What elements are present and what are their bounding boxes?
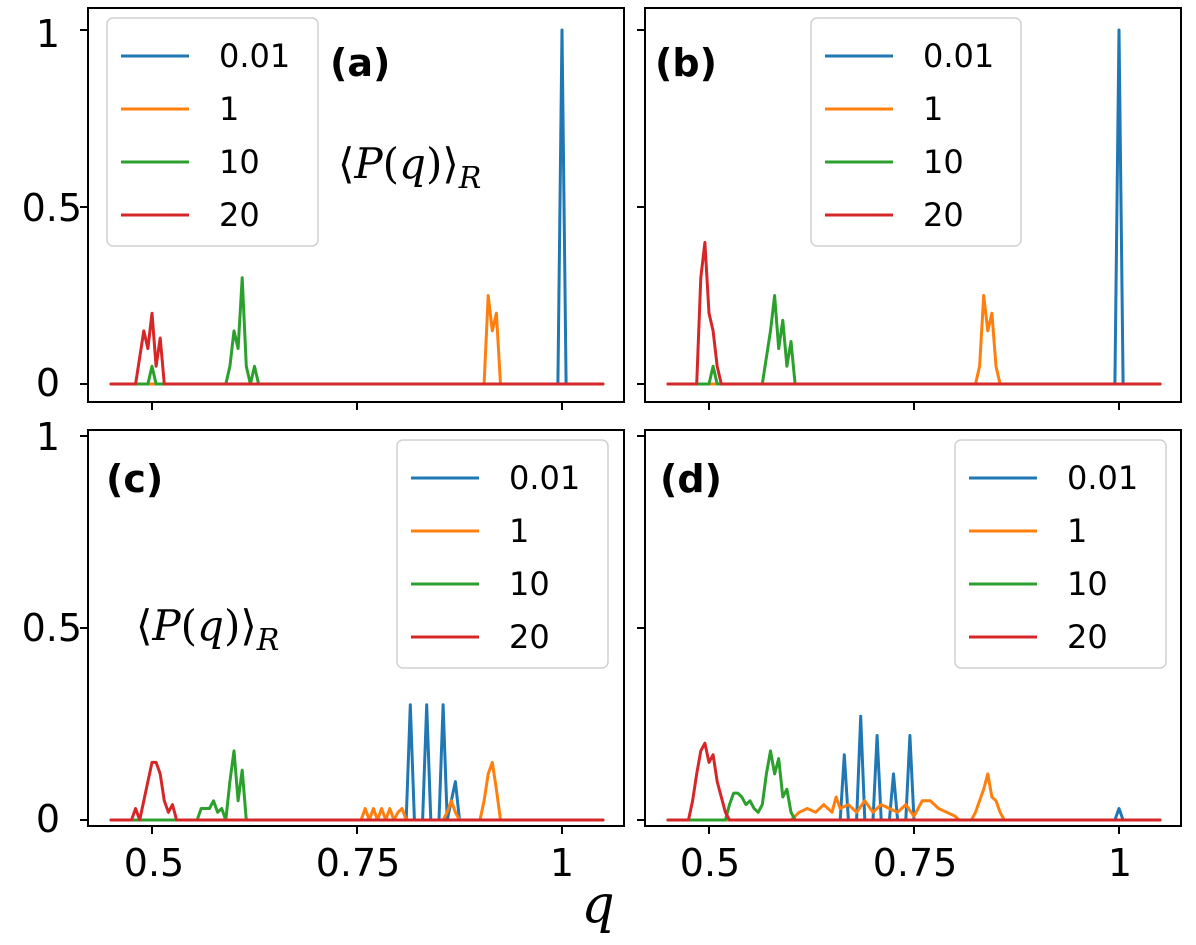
x-tick-label-0.75-left: 0.75 [316, 841, 401, 885]
x-tick-label-0.75-right: 0.75 [873, 841, 958, 885]
series-line-1 [666, 772, 1162, 822]
legend-box [106, 17, 319, 247]
panel-c: 0.01 1 10 20 (c) ⟨P(q)⟩R [80, 429, 625, 834]
x-tick-label-1-left: 1 [550, 841, 574, 885]
y-tick-label-0-bottom: 0 [36, 797, 60, 841]
legend-label-20: 20 [219, 196, 260, 234]
legend-label-0.01: 0.01 [509, 459, 580, 497]
legend-label-0.01: 0.01 [1067, 459, 1138, 497]
x-tick-label-1-right: 1 [1108, 841, 1132, 885]
panel-a: 0.01 1 10 20 (a) ⟨P(q)⟩R [80, 7, 625, 410]
y-tick-label-1-bottom: 1 [36, 415, 60, 459]
legend-label-10: 10 [509, 565, 550, 603]
x-tick-label-0.5-left: 0.5 [124, 841, 184, 885]
legend-label-0.01: 0.01 [219, 37, 290, 75]
series-line-20 [666, 240, 1162, 386]
legend-label-1: 1 [219, 90, 239, 128]
legend-label-20: 20 [1067, 618, 1108, 656]
legend-label-1: 1 [509, 512, 529, 550]
series-line-10 [109, 276, 605, 386]
series-line-10 [109, 749, 605, 822]
series-line-20 [109, 760, 605, 822]
legend-box [810, 17, 1022, 247]
panel-label: (b) [655, 41, 717, 85]
legend-box [396, 439, 609, 669]
legend-label-0.01: 0.01 [923, 37, 994, 75]
series-line-1 [666, 294, 1162, 386]
series-line-1 [109, 294, 605, 386]
annotation-mean-pq: ⟨P(q)⟩R [338, 139, 481, 196]
series-line-0.01 [666, 714, 1162, 822]
series-line-20 [109, 311, 605, 386]
series-line-10 [666, 749, 1162, 822]
legend-label-10: 10 [219, 143, 260, 181]
y-tick-label-0.5-bottom: 0.5 [22, 606, 82, 650]
panel-b: 0.01 1 10 20 (b) [637, 7, 1182, 410]
series-line-20 [666, 741, 1162, 822]
legend-label-1: 1 [923, 90, 943, 128]
legend-label-20: 20 [509, 618, 550, 656]
panel-label: (c) [106, 457, 163, 501]
legend-box [954, 439, 1167, 669]
legend-label-10: 10 [923, 143, 964, 181]
legend-label-20: 20 [923, 196, 964, 234]
series-line-1 [109, 760, 605, 822]
annotation-mean-pq: ⟨P(q)⟩R [136, 601, 279, 658]
y-tick-label-1-top: 1 [36, 12, 60, 56]
panel-d: 0.01 1 10 20 (d) [637, 429, 1182, 834]
x-tick-label-0.5-right: 0.5 [680, 841, 740, 885]
panel-label: (a) [330, 41, 390, 85]
legend-label-1: 1 [1067, 512, 1087, 550]
series-line-10 [666, 294, 1162, 386]
panel-label: (d) [660, 457, 722, 501]
y-tick-label-0-top: 0 [36, 361, 60, 405]
series-line-0.01 [109, 703, 605, 822]
x-axis-label: q [581, 875, 614, 935]
legend-label-10: 10 [1067, 565, 1108, 603]
y-tick-label-0.5-top: 0.5 [22, 186, 82, 230]
